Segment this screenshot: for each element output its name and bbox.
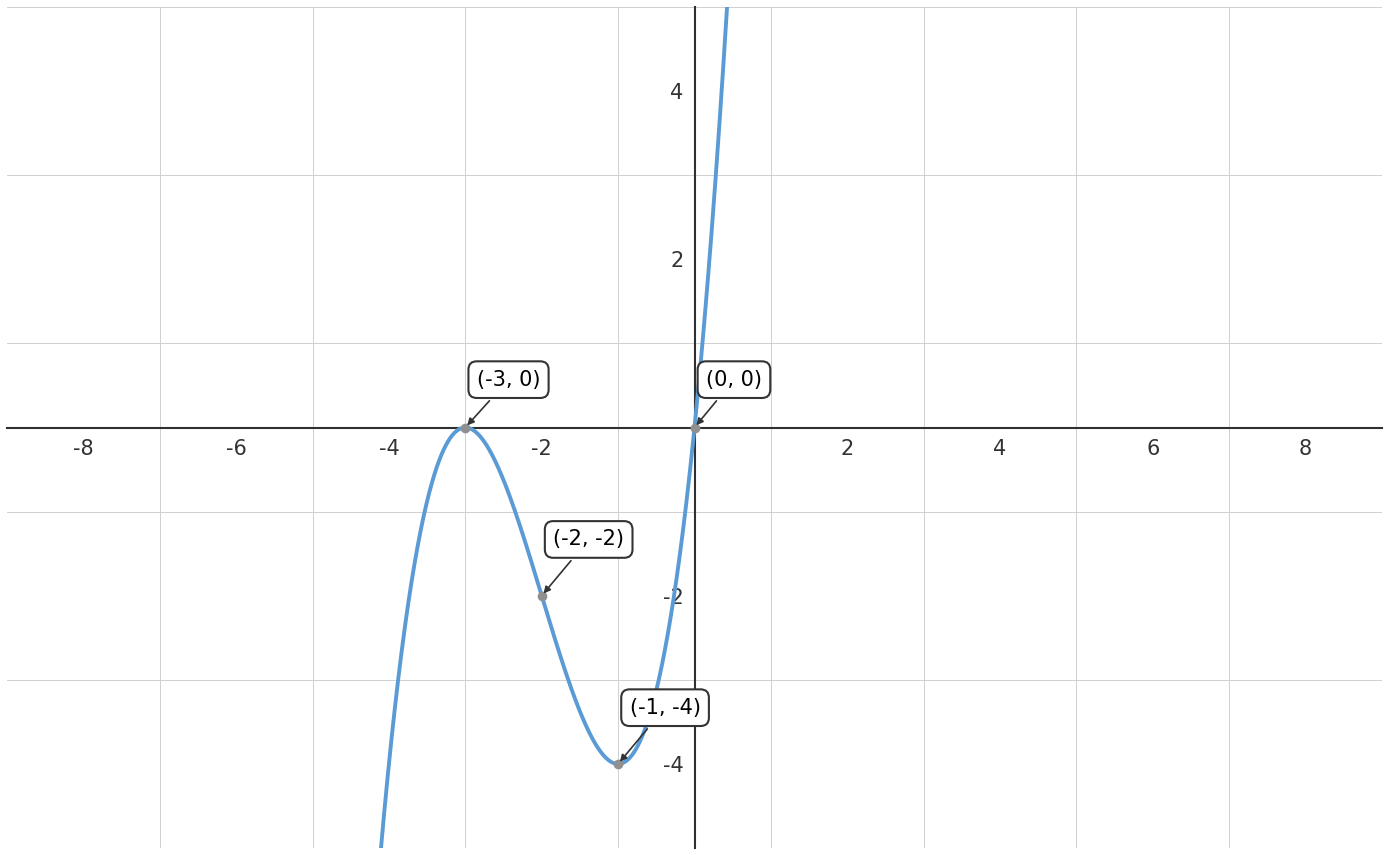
Text: (-1, -4): (-1, -4) bbox=[621, 698, 700, 760]
Text: (-2, -2): (-2, -2) bbox=[544, 529, 624, 593]
Text: (0, 0): (0, 0) bbox=[697, 369, 763, 424]
Text: (-3, 0): (-3, 0) bbox=[468, 369, 540, 424]
